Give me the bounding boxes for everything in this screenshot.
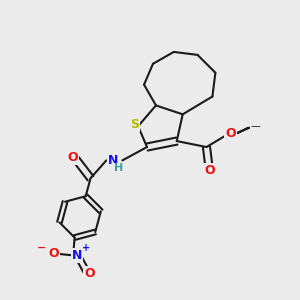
Text: O: O	[68, 151, 78, 164]
Text: +: +	[82, 243, 90, 253]
Text: O: O	[48, 248, 58, 260]
Text: H: H	[114, 164, 123, 173]
Text: O: O	[204, 164, 215, 177]
Text: O: O	[84, 267, 95, 280]
Text: S: S	[130, 118, 139, 131]
Text: —: —	[250, 121, 260, 130]
Text: N: N	[71, 249, 82, 262]
Text: N: N	[108, 154, 118, 167]
Text: −: −	[37, 243, 46, 253]
Text: O: O	[225, 127, 236, 140]
